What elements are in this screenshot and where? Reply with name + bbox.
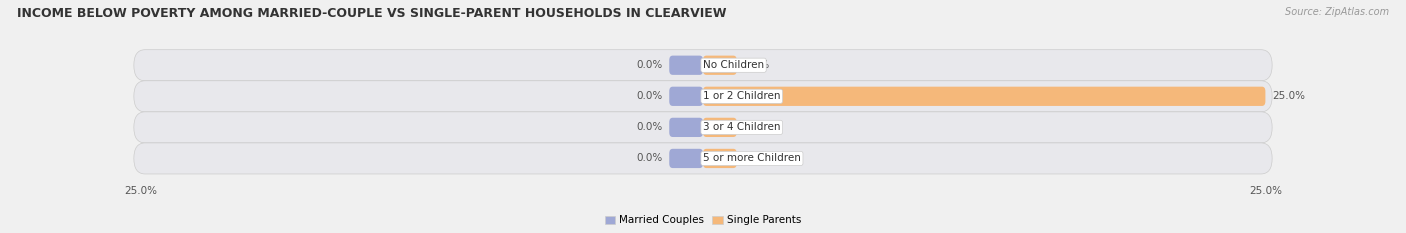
Text: 0.0%: 0.0%	[744, 122, 769, 132]
Text: 5 or more Children: 5 or more Children	[703, 154, 801, 163]
Text: Source: ZipAtlas.com: Source: ZipAtlas.com	[1285, 7, 1389, 17]
FancyBboxPatch shape	[134, 143, 1272, 174]
FancyBboxPatch shape	[134, 50, 1272, 81]
FancyBboxPatch shape	[703, 149, 737, 168]
FancyBboxPatch shape	[703, 87, 1265, 106]
FancyBboxPatch shape	[703, 118, 737, 137]
Text: 0.0%: 0.0%	[744, 60, 769, 70]
FancyBboxPatch shape	[703, 56, 737, 75]
FancyBboxPatch shape	[134, 81, 1272, 112]
Text: 0.0%: 0.0%	[637, 91, 662, 101]
FancyBboxPatch shape	[669, 87, 703, 106]
FancyBboxPatch shape	[669, 118, 703, 137]
Text: No Children: No Children	[703, 60, 763, 70]
Text: 0.0%: 0.0%	[744, 154, 769, 163]
Text: 0.0%: 0.0%	[637, 60, 662, 70]
Text: 0.0%: 0.0%	[637, 122, 662, 132]
Text: 3 or 4 Children: 3 or 4 Children	[703, 122, 780, 132]
Text: 25.0%: 25.0%	[1272, 91, 1305, 101]
FancyBboxPatch shape	[669, 149, 703, 168]
FancyBboxPatch shape	[669, 56, 703, 75]
Text: INCOME BELOW POVERTY AMONG MARRIED-COUPLE VS SINGLE-PARENT HOUSEHOLDS IN CLEARVI: INCOME BELOW POVERTY AMONG MARRIED-COUPL…	[17, 7, 727, 20]
Text: 0.0%: 0.0%	[637, 154, 662, 163]
Legend: Married Couples, Single Parents: Married Couples, Single Parents	[605, 216, 801, 226]
Text: 1 or 2 Children: 1 or 2 Children	[703, 91, 780, 101]
FancyBboxPatch shape	[134, 112, 1272, 143]
